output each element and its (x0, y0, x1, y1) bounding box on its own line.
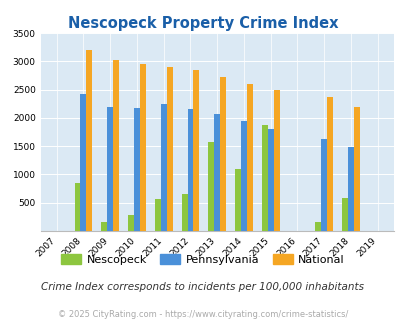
Bar (113, 60, 119, 231)
Bar (134, 108, 140, 231)
Bar (80, 93, 86, 231)
Text: Nescopeck Property Crime Index: Nescopeck Property Crime Index (68, 16, 337, 31)
Bar (246, 84, 252, 231)
Legend: Nescopeck, Pennsylvania, National: Nescopeck, Pennsylvania, National (56, 250, 349, 269)
Bar (220, 77, 226, 231)
Bar (315, 222, 320, 231)
Bar (261, 125, 267, 231)
Bar (234, 169, 241, 231)
Bar (128, 214, 134, 231)
Bar (187, 109, 193, 231)
Bar (160, 104, 166, 231)
Bar (181, 194, 187, 231)
Bar (75, 183, 80, 231)
Bar (154, 199, 160, 231)
Bar (347, 147, 353, 231)
Bar (320, 139, 326, 231)
Bar (241, 121, 246, 231)
Text: © 2025 CityRating.com - https://www.cityrating.com/crime-statistics/: © 2025 CityRating.com - https://www.city… (58, 310, 347, 319)
Bar (208, 142, 214, 231)
Bar (193, 70, 199, 231)
Bar (326, 97, 332, 231)
Bar (353, 107, 359, 231)
Bar (273, 89, 279, 231)
Bar (166, 67, 172, 231)
Bar (86, 50, 92, 231)
Text: Crime Index corresponds to incidents per 100,000 inhabitants: Crime Index corresponds to incidents per… (41, 282, 364, 292)
Bar (214, 114, 220, 231)
Bar (101, 222, 107, 231)
Bar (107, 107, 113, 231)
Bar (140, 64, 145, 231)
Bar (341, 198, 347, 231)
Bar (267, 129, 273, 231)
